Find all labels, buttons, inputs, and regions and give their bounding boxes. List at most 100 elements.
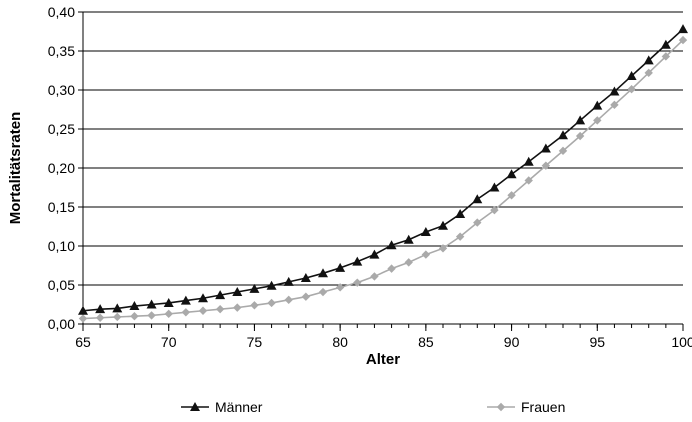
data-point-marker — [592, 100, 603, 110]
data-point-marker — [146, 299, 157, 309]
y-tick-label: 0,15 — [48, 199, 75, 215]
data-point-marker — [609, 86, 620, 96]
data-point-marker — [300, 272, 311, 282]
x-tick-label: 65 — [75, 334, 91, 350]
y-tick-label: 0,20 — [48, 160, 75, 176]
y-tick-label: 0,30 — [48, 82, 75, 98]
data-point-marker — [404, 258, 413, 267]
x-tick-label: 75 — [247, 334, 263, 350]
y-tick-label: 0,00 — [48, 316, 75, 332]
x-tick-label: 80 — [332, 334, 348, 350]
axes — [78, 11, 684, 331]
data-point-marker — [284, 295, 293, 305]
data-point-marker — [267, 298, 276, 308]
data-series — [78, 24, 688, 323]
data-point-marker — [455, 232, 465, 241]
data-point-marker — [129, 301, 140, 311]
data-point-marker — [233, 303, 242, 312]
series-line — [82, 28, 684, 312]
data-point-marker — [353, 278, 362, 287]
x-axis-title: Alter — [366, 351, 400, 368]
legend-marker — [496, 402, 506, 412]
legend-label: Männer — [215, 399, 263, 415]
data-point-marker — [626, 70, 637, 80]
data-point-marker — [472, 194, 483, 204]
series-frauen — [78, 35, 688, 323]
data-point-marker — [164, 309, 173, 319]
data-point-marker — [660, 39, 671, 49]
data-point-marker — [369, 249, 380, 259]
data-point-marker — [558, 146, 568, 156]
series-line — [82, 39, 684, 320]
series-mnner — [78, 24, 688, 315]
data-point-marker — [540, 143, 551, 153]
y-tick-label: 0,25 — [48, 121, 75, 137]
data-point-marker — [593, 116, 602, 125]
data-point-marker — [420, 226, 431, 236]
data-point-marker — [506, 169, 517, 179]
legend: Männer Frauen — [181, 399, 565, 415]
data-point-marker — [318, 268, 328, 278]
data-point-marker — [661, 52, 671, 61]
data-point-marker — [387, 264, 396, 273]
y-axis-title: Mortalitätsraten — [7, 112, 24, 225]
data-point-marker — [352, 256, 363, 266]
y-tick-label: 0,40 — [48, 4, 75, 20]
data-point-marker — [541, 161, 551, 170]
legend-entry: Männer — [181, 399, 263, 415]
data-point-marker — [644, 68, 653, 78]
data-point-marker — [678, 35, 688, 45]
data-point-marker — [403, 234, 414, 244]
data-point-marker — [370, 272, 379, 281]
data-point-marker — [507, 191, 516, 200]
x-tick-label: 70 — [161, 334, 177, 350]
data-point-marker — [473, 218, 482, 227]
data-point-marker — [266, 280, 277, 290]
data-point-marker — [147, 311, 156, 320]
data-point-marker — [438, 220, 448, 230]
data-point-marker — [335, 262, 346, 272]
data-point-marker — [489, 182, 500, 192]
data-point-marker — [386, 240, 397, 250]
data-point-marker — [232, 287, 243, 297]
data-point-marker — [421, 250, 431, 259]
data-point-marker — [490, 205, 499, 215]
data-point-marker — [558, 130, 568, 140]
data-point-marker — [575, 115, 586, 125]
data-point-marker — [215, 304, 225, 314]
data-point-marker — [335, 283, 345, 292]
legend-marker — [190, 402, 200, 411]
data-point-marker — [455, 209, 466, 219]
data-point-marker — [318, 287, 328, 297]
data-point-marker — [524, 176, 533, 185]
data-point-marker — [78, 314, 88, 323]
gridlines — [83, 11, 683, 325]
x-tick-label: 95 — [589, 334, 605, 350]
data-point-marker — [78, 305, 88, 315]
data-point-marker — [180, 295, 191, 305]
y-tick-label: 0,10 — [48, 238, 75, 254]
data-point-marker — [95, 313, 105, 322]
data-point-marker — [575, 131, 585, 141]
legend-label: Frauen — [521, 399, 565, 415]
data-point-marker — [283, 276, 294, 286]
x-tick-label: 90 — [504, 334, 520, 350]
data-point-marker — [198, 293, 208, 303]
data-point-marker — [610, 100, 619, 110]
data-point-marker — [130, 312, 139, 321]
x-tick-label: 85 — [418, 334, 434, 350]
data-point-marker — [627, 85, 636, 94]
legend-entry: Frauen — [487, 399, 565, 415]
tick-labels: 0,00 0,05 0,10 0,15 0,20 0,25 0,30 0,35 0,40 65 70… — [48, 4, 692, 350]
data-point-marker — [250, 301, 259, 310]
data-point-marker — [112, 303, 123, 313]
data-point-marker — [181, 308, 191, 317]
data-point-marker — [249, 283, 260, 293]
data-point-marker — [215, 290, 226, 300]
data-point-marker — [643, 55, 654, 65]
data-point-marker — [523, 156, 534, 166]
data-point-marker — [113, 312, 122, 322]
x-tick-label: 100 — [671, 334, 692, 350]
